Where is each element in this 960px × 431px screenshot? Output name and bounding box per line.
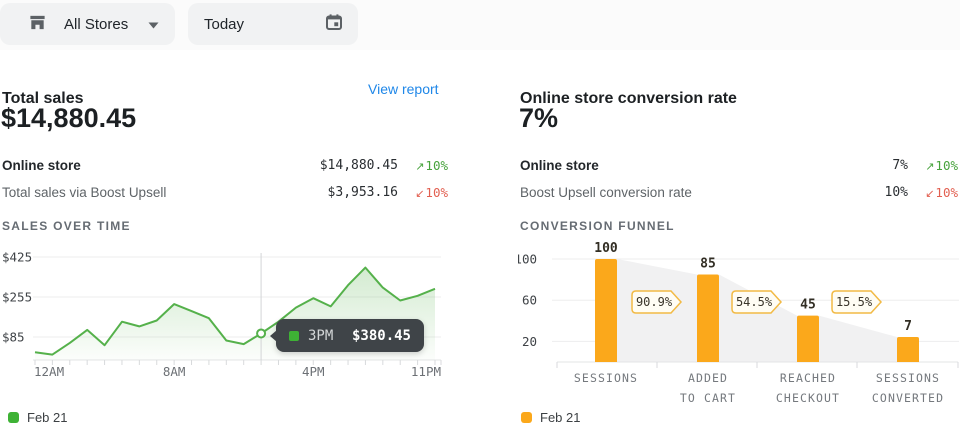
conversion-rate-panel: Online store conversion rate 7% Online s… (518, 0, 960, 431)
metric-row-boost-upsell-sales: Total sales via Boost Upsell $3,953.16 ↙… (2, 179, 448, 206)
metric-value: $14,880.45 (319, 158, 398, 173)
funnel-legend: Feb 21 (521, 410, 580, 425)
tooltip-value: $380.45 (351, 327, 411, 344)
metric-change: ↗10% (925, 158, 958, 173)
total-sales-panel: Total sales View report $14,880.45 Onlin… (0, 0, 460, 431)
conversion-badge-label: 54.5% (736, 295, 773, 309)
storefront-icon (28, 13, 47, 36)
view-report-link[interactable]: View report (368, 81, 439, 97)
legend-label: Feb 21 (540, 410, 581, 425)
change-arrow-icon: ↗ (925, 160, 935, 173)
legend-swatch-orange (521, 412, 532, 423)
y-axis-label: $255 (2, 290, 32, 305)
metric-row-boost-upsell-rate: Boost Upsell conversion rate 10% ↙10% (520, 179, 958, 206)
store-filter-label: All Stores (64, 15, 129, 33)
change-arrow-icon: ↗ (415, 160, 425, 173)
sales-over-time-chart[interactable]: $425 $255 $85 12AM 8AM 4PM 11PM (0, 250, 460, 382)
y-axis-label: $85 (2, 330, 25, 345)
metric-label: Boost Upsell conversion rate (520, 185, 692, 200)
bar-value-label: 100 (594, 241, 618, 256)
tooltip-series-swatch (289, 330, 299, 341)
x-axis-label: 4PM (302, 364, 325, 379)
x-axis-label: 8AM (163, 364, 186, 379)
calendar-icon (324, 12, 344, 36)
metric-row-online-store: Online store $14,880.45 ↗10% (2, 152, 448, 179)
legend-label: Feb 21 (27, 410, 68, 425)
date-filter-label: Today (204, 15, 245, 33)
y-axis-label: 100 (518, 252, 537, 267)
category-label: SESSIONS (876, 371, 940, 385)
sales-over-time-heading: SALES OVER TIME (2, 219, 131, 233)
store-filter-button[interactable]: All Stores (0, 3, 175, 45)
metric-label: Total sales via Boost Upsell (2, 185, 167, 200)
metric-change: ↙10% (925, 185, 958, 200)
conversion-rate-title: Online store conversion rate (520, 90, 737, 108)
sales-tooltip: 3PM $380.45 (270, 319, 424, 352)
category-label: CHECKOUT (776, 391, 840, 405)
date-filter-button[interactable]: Today (188, 3, 358, 45)
metric-value: $3,953.16 (327, 185, 398, 200)
change-arrow-icon: ↙ (925, 187, 935, 200)
filter-toolbar: All Stores Today (0, 0, 960, 50)
total-sales-breakdown: Online store $14,880.45 ↗10% Total sales… (2, 152, 448, 206)
sales-line (34, 266, 436, 356)
category-label: TO CART (680, 391, 736, 405)
bar-value-label: 7 (904, 319, 912, 334)
conversion-badge-label: 15.5% (836, 295, 873, 309)
y-axis-label: 20 (522, 334, 537, 349)
funnel-bar (697, 274, 719, 362)
bar-value-label: 85 (700, 256, 716, 271)
x-axis-label: 11PM (411, 364, 441, 379)
conversion-badge-label: 90.9% (636, 295, 673, 309)
total-sales-value: $14,880.45 (1, 103, 137, 133)
sales-legend: Feb 21 (8, 410, 67, 425)
conversion-funnel-heading: CONVERSION FUNNEL (520, 219, 675, 233)
metric-row-online-store-rate: Online store 7% ↗10% (520, 152, 958, 179)
funnel-bar (897, 337, 919, 362)
x-axis-label: 12AM (34, 364, 64, 379)
conversion-badge (831, 290, 883, 314)
change-arrow-icon: ↙ (415, 187, 425, 200)
metric-value: 10% (884, 185, 908, 200)
hover-point-marker (256, 328, 267, 339)
category-label: REACHED (780, 371, 836, 385)
metric-label: Online store (520, 158, 599, 173)
category-label: ADDED (688, 371, 728, 385)
category-label: SESSIONS (574, 371, 638, 385)
conversion-rate-value: 7% (519, 103, 559, 133)
metric-change: ↗10% (415, 158, 448, 173)
total-sales-title: Total sales (2, 90, 84, 108)
chevron-down-icon (148, 16, 159, 33)
tooltip-time: 3PM (308, 327, 334, 344)
metric-value: 7% (892, 158, 908, 173)
conversion-funnel-chart[interactable]: 100 60 20 100 85 45 7 90.9% 54.5% 15.5% SESSIONS AD… (518, 240, 960, 410)
category-label: CONVERTED (872, 391, 944, 405)
funnel-bar (595, 259, 617, 362)
conversion-badge (631, 290, 683, 314)
legend-swatch-green (8, 412, 19, 423)
metric-change: ↙10% (415, 185, 448, 200)
conversion-breakdown: Online store 7% ↗10% Boost Upsell conver… (520, 152, 958, 206)
funnel-bar (797, 315, 819, 362)
y-axis-label: $425 (2, 250, 32, 265)
bar-value-label: 45 (800, 298, 816, 313)
conversion-badge (731, 290, 783, 314)
y-axis-label: 60 (522, 293, 537, 308)
metric-label: Online store (2, 158, 81, 173)
